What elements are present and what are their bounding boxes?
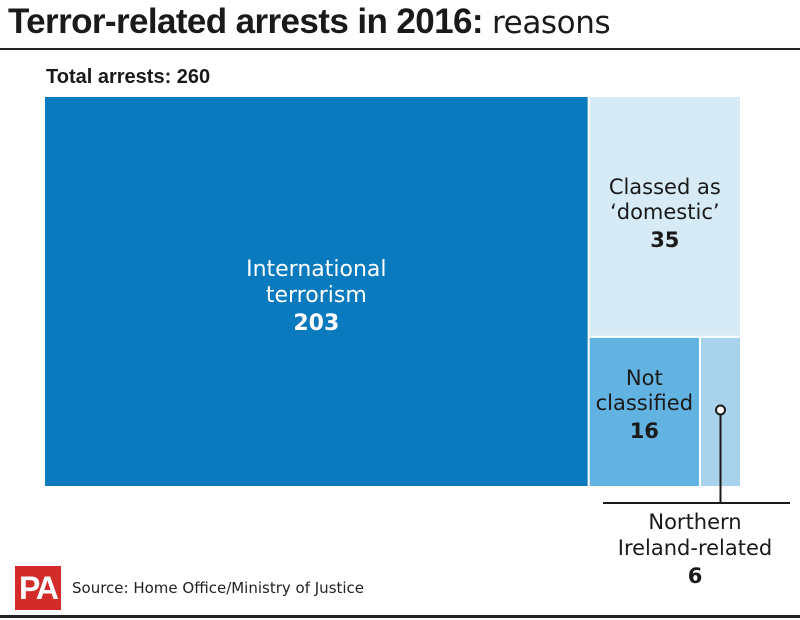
label-not-classified-line2: classified	[596, 391, 693, 415]
value-international: 203	[293, 311, 339, 336]
pa-logo: PA	[15, 566, 61, 610]
treemap-cell-not-classified	[589, 337, 699, 486]
label-northern-ireland-line2: Ireland-related	[618, 536, 773, 560]
treemap-cell-international	[45, 97, 588, 486]
total-arrests-label: Total arrests: 260	[46, 66, 211, 88]
chart-title-light: reasons	[492, 5, 611, 41]
source-note: Source: Home Office/Ministry of Justice	[72, 579, 365, 597]
label-international-line1: International	[246, 257, 386, 282]
value-not-classified: 16	[630, 419, 659, 443]
label-international-line2: terrorism	[266, 283, 367, 308]
label-not-classified-line1: Not	[626, 366, 663, 390]
label-domestic-line1: Classed as	[609, 175, 721, 199]
label-northern-ireland-line1: Northern	[648, 510, 741, 534]
chart-title-bold: Terror-related arrests in 2016:	[8, 2, 483, 41]
callout-marker	[714, 404, 726, 416]
label-domestic-line2: ‘domestic’	[610, 200, 719, 224]
treemap-cell-domestic	[589, 97, 740, 336]
header: Terror-related arrests in 2016: reasons	[0, 0, 800, 52]
value-northern-ireland: 6	[688, 564, 703, 588]
bottom-divider	[0, 615, 800, 618]
chart-title: Terror-related arrests in 2016: reasons	[8, 2, 611, 42]
title-divider	[0, 48, 800, 50]
value-domestic: 35	[650, 228, 679, 252]
